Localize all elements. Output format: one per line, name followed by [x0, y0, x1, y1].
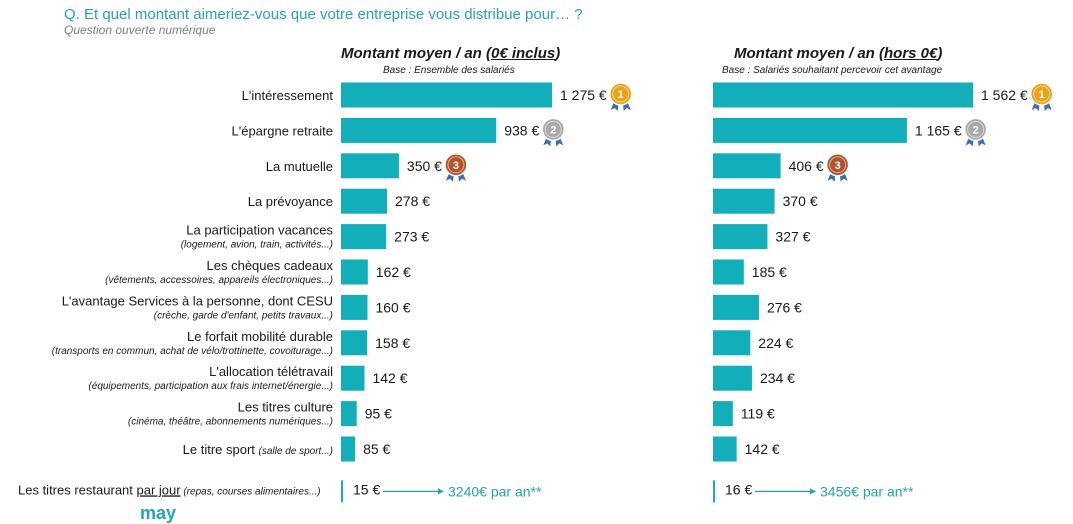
value-label: 85 € — [363, 441, 390, 457]
category-sublabel: (transports en commun, achat de vélo/tro… — [52, 346, 333, 357]
medal-ring — [612, 85, 630, 103]
category-label: La prévoyance — [248, 194, 333, 209]
daily-value: 15 € — [353, 481, 380, 497]
arrow-head-icon — [810, 488, 816, 495]
value-label: 160 € — [375, 299, 410, 315]
bar — [713, 188, 775, 214]
category-label: L'avantage Services à la personne, dont … — [62, 293, 333, 308]
medal-ring — [544, 120, 562, 138]
value-label: 1 165 € — [915, 122, 962, 138]
category-label: La mutuelle — [266, 159, 333, 174]
bar — [341, 188, 388, 214]
category-label: L'intéressement — [242, 88, 334, 103]
daily-value: 16 € — [725, 481, 752, 497]
panel-base-left: Base : Ensemble des salariés — [383, 65, 515, 76]
category-sublabel: (cinéma, théâtre, abonnements numériques… — [128, 417, 333, 428]
bar — [341, 401, 357, 427]
medal-rank: 2 — [973, 124, 979, 136]
bar — [341, 259, 368, 285]
panel-title-left: Montant moyen / an (0€ inclus) — [341, 45, 561, 62]
medal-ring — [447, 156, 465, 174]
arrow-head-icon — [438, 488, 444, 495]
category-label: Les chèques cadeaux — [207, 258, 334, 273]
value-label: 1 562 € — [981, 87, 1028, 103]
question-subtitle: Question ouverte numérique — [64, 23, 216, 37]
bar — [341, 294, 368, 320]
value-label: 142 € — [372, 370, 407, 386]
value-label: 327 € — [775, 229, 810, 245]
category-sublabel: (crèche, garde d'enfant, petits travaux.… — [154, 310, 333, 321]
value-label: 350 € — [407, 158, 442, 174]
category-label: Les titres culture — [238, 400, 333, 415]
value-label: 185 € — [752, 264, 787, 280]
value-label: 142 € — [745, 441, 780, 457]
bar — [713, 365, 752, 391]
value-label: 938 € — [504, 122, 539, 138]
bar — [341, 224, 387, 250]
annual-value: 3456€ par an** — [820, 483, 914, 499]
annual-value: 3240€ par an** — [448, 483, 542, 499]
medal-ring — [1033, 85, 1051, 103]
bar — [713, 294, 759, 320]
value-label: 162 € — [376, 264, 411, 280]
bar — [713, 259, 744, 285]
bar — [713, 224, 768, 250]
medal-ring — [967, 120, 985, 138]
category-label: La participation vacances — [186, 223, 333, 238]
value-label: 370 € — [783, 193, 818, 209]
medal-rank: 3 — [835, 160, 841, 172]
bar — [341, 330, 368, 356]
value-label: 119 € — [741, 406, 775, 422]
bar — [713, 153, 781, 179]
value-label: 406 € — [789, 158, 824, 174]
category-label: Le forfait mobilité durable — [187, 329, 333, 344]
medal-rank: 1 — [618, 89, 624, 101]
logo: may — [140, 503, 177, 523]
value-label: 234 € — [760, 370, 795, 386]
bar — [341, 365, 365, 391]
category-label-restaurant: Les titres restaurant par jour (repas, c… — [18, 482, 321, 497]
category-sublabel: (vêtements, accessoires, appareils élect… — [105, 275, 333, 286]
value-label: 278 € — [395, 193, 430, 209]
panel-base-right: Base : Salariés souhaitant percevoir cet… — [722, 65, 943, 76]
medal-rank: 2 — [550, 124, 556, 136]
category-label: Le titre sport (salle de sport...) — [183, 442, 333, 457]
panel-title-right: Montant moyen / an (hors 0€) — [734, 45, 943, 62]
bar — [713, 117, 907, 143]
bar — [341, 153, 399, 179]
bar — [713, 82, 973, 108]
value-label: 276 € — [767, 299, 802, 315]
medal-rank: 1 — [1039, 89, 1045, 101]
value-label: 273 € — [394, 229, 429, 245]
bar — [341, 82, 552, 108]
bar — [713, 330, 751, 356]
question-title: Q. Et quel montant aimeriez-vous que vot… — [64, 6, 583, 23]
value-label: 1 275 € — [560, 87, 607, 103]
value-label: 158 € — [375, 335, 410, 351]
category-label: L'allocation télétravail — [209, 364, 333, 379]
medal-rank: 3 — [453, 160, 459, 172]
bar — [713, 436, 737, 462]
value-label: 224 € — [758, 335, 793, 351]
category-label: L'épargne retraite — [232, 123, 334, 138]
category-sublabel: (équipements, participation aux frais in… — [88, 381, 333, 392]
medal-ring — [829, 156, 847, 174]
bar — [341, 117, 497, 143]
bar — [341, 436, 356, 462]
bar-chart: L'intéressement L'épargne retraite La mutu… — [18, 82, 1054, 503]
bar — [713, 401, 733, 427]
value-label: 95 € — [365, 406, 392, 422]
category-sublabel: (logement, avion, train, activités...) — [181, 240, 333, 251]
